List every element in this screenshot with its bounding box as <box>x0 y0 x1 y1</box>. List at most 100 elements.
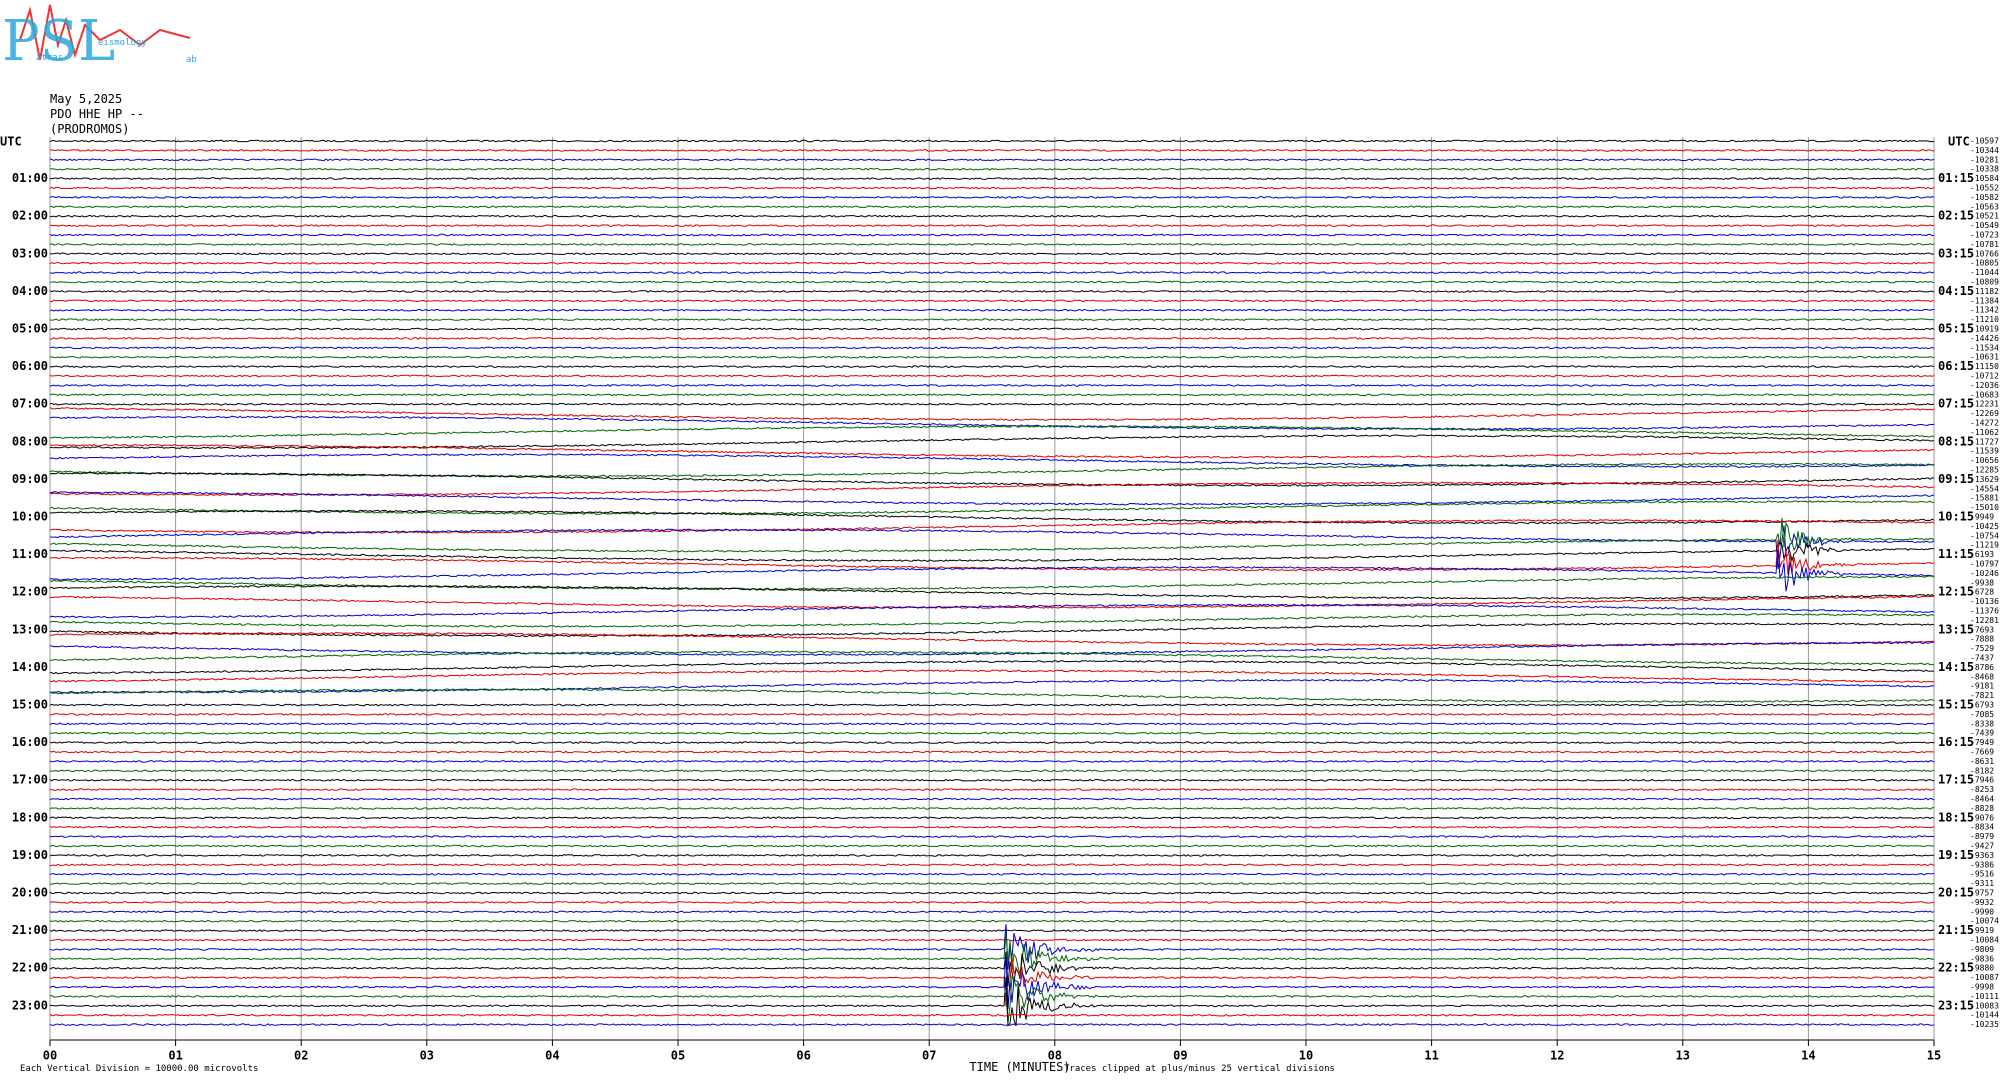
trace-offset: -9990 <box>1970 907 1994 916</box>
trace <box>49 900 1935 904</box>
trace <box>49 214 1935 218</box>
minute-label: 12 <box>1550 1049 1564 1063</box>
location: (PRODROMOS) <box>50 122 129 136</box>
hour-label: 06:15 <box>1938 359 1974 373</box>
trace-offset: -10084 <box>1970 936 1999 945</box>
trace-offset: -11539 <box>1970 447 1999 456</box>
trace <box>50 271 1935 275</box>
trace-offset: -10563 <box>1970 202 1999 211</box>
trace <box>50 863 1935 867</box>
trace <box>49 741 1935 745</box>
trace <box>49 974 1935 1023</box>
trace-offset: -10656 <box>1970 456 1999 465</box>
hour-label: 07:00 <box>12 397 48 411</box>
trace <box>49 393 1935 397</box>
trace-offset: -9938 <box>1970 578 1994 587</box>
trace <box>49 816 1935 820</box>
trace <box>49 402 1935 406</box>
trace-offset: -10144 <box>1970 1011 1999 1020</box>
hour-label: 08:00 <box>12 434 48 448</box>
hour-label: 18:00 <box>12 810 48 824</box>
trace <box>49 891 1935 895</box>
trace <box>49 158 1935 162</box>
trace <box>49 517 1935 553</box>
trace <box>49 139 1935 143</box>
hour-label: 21:15 <box>1938 923 1974 937</box>
logo-word: atras <box>36 53 63 63</box>
trace-offset: -7669 <box>1970 748 1994 757</box>
trace-offset: -9076 <box>1970 813 1994 822</box>
minute-label: 15 <box>1927 1049 1941 1063</box>
trace-offset: -11534 <box>1970 343 1999 352</box>
trace-offset: -6728 <box>1970 588 1994 597</box>
trace-offset: -9181 <box>1970 682 1994 691</box>
trace-offset: -11342 <box>1970 306 1999 315</box>
trace <box>49 956 1935 1007</box>
hour-label: 15:15 <box>1938 698 1974 712</box>
trace-offset: -12036 <box>1970 381 1999 390</box>
hour-label: 07:15 <box>1938 397 1974 411</box>
hour-label: 04:15 <box>1938 284 1974 298</box>
hour-label: 09:00 <box>12 472 48 486</box>
hour-label: 05:00 <box>12 322 48 336</box>
hour-label: 23:00 <box>12 998 48 1012</box>
hour-label: 13:00 <box>12 622 48 636</box>
minute-label: 02 <box>294 1049 308 1063</box>
minute-label: 10 <box>1299 1049 1313 1063</box>
trace <box>49 509 1935 525</box>
hour-label: 02:15 <box>1938 209 1974 223</box>
trace <box>49 924 1935 970</box>
trace-offset: -10281 <box>1970 155 1999 164</box>
trace <box>49 575 1935 591</box>
trace-offset: -12231 <box>1970 400 1999 409</box>
trace-offset: -11044 <box>1970 268 1999 277</box>
trace-offset: -9932 <box>1970 898 1994 907</box>
trace <box>49 280 1935 284</box>
minute-label: 06 <box>796 1049 810 1063</box>
trace <box>49 383 1935 387</box>
trace <box>49 261 1935 265</box>
trace-offset: -7693 <box>1970 625 1994 634</box>
trace <box>49 462 1935 478</box>
trace <box>49 374 1935 378</box>
hour-label: 08:15 <box>1938 434 1974 448</box>
trace <box>49 337 1935 340</box>
trace <box>49 539 1935 575</box>
trace-offset: -9311 <box>1970 879 1994 888</box>
trace-offset: -11182 <box>1970 287 1999 296</box>
trace <box>49 769 1935 773</box>
trace <box>49 148 1935 152</box>
trace <box>49 760 1935 763</box>
trace-offset: -9836 <box>1970 954 1994 963</box>
trace <box>49 453 1935 468</box>
trace <box>49 954 1935 1010</box>
trace-offset: -7437 <box>1970 654 1994 663</box>
hour-label: 21:00 <box>12 923 48 937</box>
trace <box>49 929 1935 933</box>
logo-wave <box>19 4 191 61</box>
trace-offset: -10344 <box>1970 146 1999 155</box>
trace-offset: -8828 <box>1970 804 1994 813</box>
trace-offset: -8979 <box>1970 832 1994 841</box>
trace <box>49 919 1935 923</box>
trace-offset: -12281 <box>1970 616 1999 625</box>
trace <box>49 825 1935 829</box>
trace <box>49 195 1935 199</box>
hour-label: 04:00 <box>12 284 48 298</box>
trace-offset: -10074 <box>1970 917 1999 926</box>
trace <box>49 835 1935 839</box>
trace <box>49 525 1935 570</box>
trace <box>49 660 1935 675</box>
trace-offset: -8786 <box>1970 663 1994 672</box>
trace-offset: -10582 <box>1970 193 1999 202</box>
trace <box>49 355 1935 359</box>
trace-offset: -10083 <box>1970 1001 1999 1010</box>
trace-offset: -11062 <box>1970 428 1999 437</box>
trace <box>49 584 1935 600</box>
trace <box>49 1013 1935 1017</box>
trace-offset: -14272 <box>1970 419 1999 428</box>
trace <box>49 853 1935 857</box>
logo-word: ab <box>186 55 197 65</box>
trace <box>49 910 1935 914</box>
trace-offset: -10631 <box>1970 353 1999 362</box>
